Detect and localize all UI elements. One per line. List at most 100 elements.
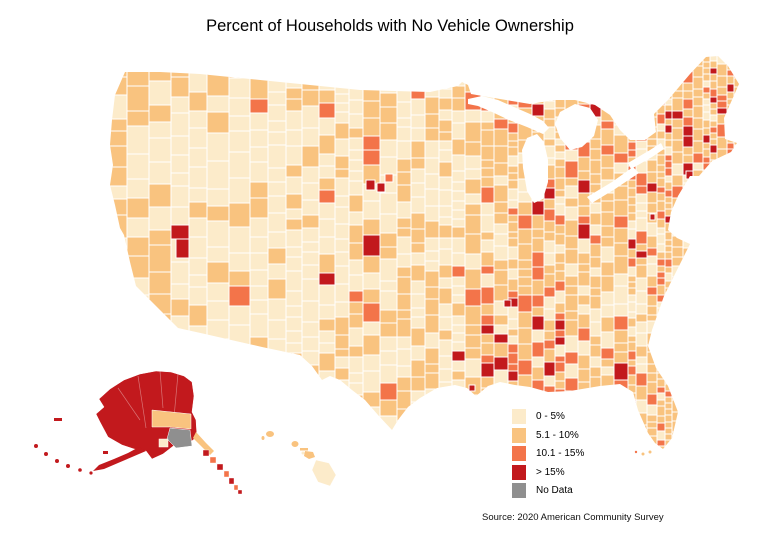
county-cell [554,233,566,246]
county-cell [682,125,694,137]
county-cell [379,156,398,176]
county-cell [464,305,482,326]
county-cell [425,44,439,55]
county-cell [709,159,718,167]
county-cell [744,321,751,330]
county-cell [480,186,495,204]
county-cell [733,209,739,222]
county-cell [744,399,751,405]
county-cell [646,247,658,257]
county-cell [751,373,761,381]
county-cell [88,354,108,370]
map-legend: 0 - 5% 5.1 - 10% 10.1 - 15% > 15% No Data [512,409,584,502]
county-cell [671,328,684,338]
county-cell [480,74,495,88]
county-cell [716,305,728,315]
county-cell [110,118,128,132]
county-cell [577,354,591,370]
county-cell [628,47,636,54]
county-cell [600,416,615,427]
county-cell [627,434,637,443]
county-cell [744,336,751,342]
county-cell [692,274,704,283]
county-cell [531,329,545,343]
county-cell [334,206,350,225]
county-cell [493,387,509,405]
county-cell [613,362,629,381]
county-cell [318,370,336,387]
county-cell [709,88,718,98]
county-cell [543,375,556,387]
county-cell [348,137,364,151]
county-cell [656,258,666,267]
county-cell [465,35,481,55]
county-cell [627,441,637,449]
county-cell [397,453,411,467]
county-cell [362,438,381,449]
county-cell [656,90,666,100]
county-cell [554,151,566,160]
county-cell [319,35,335,53]
county-cell [170,59,190,78]
county-cell [564,248,579,265]
county-cell [318,236,336,255]
county-cell [425,453,439,464]
county-cell [613,92,629,103]
county-cell [424,372,440,390]
county-cell [396,184,412,203]
county-cell [301,300,320,323]
county-cell [267,104,287,122]
county-cell [726,162,735,170]
county-cell [464,417,482,437]
county-cell [671,256,684,267]
county-cell [656,68,666,76]
county-cell [702,281,711,291]
county-cell [589,56,602,57]
county-cell [726,75,735,85]
county-cell [664,313,673,323]
county-cell [379,258,398,282]
county-cell [285,316,303,332]
county-cell [702,369,711,377]
county-cell [627,275,637,283]
county-cell [656,372,666,380]
county-cell [148,347,172,376]
county-cell [170,298,190,317]
county-cell [577,252,591,265]
county-cell [88,297,108,316]
county-cell [751,306,761,316]
county-cell [396,376,412,392]
county-cell [733,179,739,193]
county-cell [410,390,426,403]
county-cell [348,56,364,73]
county-cell [656,307,666,318]
county-cell [451,360,466,372]
county-cell [726,346,735,354]
county-cell [671,377,684,391]
county-cell [627,257,637,268]
county-cell [726,312,735,322]
county-cell [517,97,533,109]
county-cell [88,62,108,77]
county-cell [702,381,711,389]
county-cell [744,314,751,321]
county-cell [627,341,637,352]
county-cell [564,235,579,250]
county-cell [554,214,566,226]
county-cell [438,406,453,421]
county-cell [362,288,381,304]
county-cell [543,108,556,120]
county-cell [709,371,718,379]
county-cell [88,252,108,278]
county-cell [228,77,251,99]
county-cell [531,56,545,58]
county-cell [682,189,694,199]
county-cell [285,68,303,89]
county-cell [424,188,440,207]
county-cell [318,56,336,70]
county-cell [517,276,533,287]
county-cell [671,221,684,237]
county-cell [726,352,735,360]
county-cell [267,406,287,428]
county-cell [702,351,711,359]
